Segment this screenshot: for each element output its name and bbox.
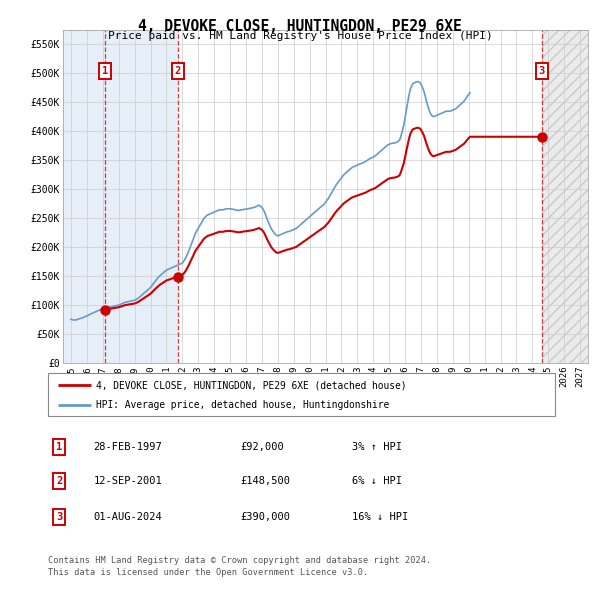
Text: This data is licensed under the Open Government Licence v3.0.: This data is licensed under the Open Gov… [48, 568, 368, 576]
Text: Price paid vs. HM Land Registry's House Price Index (HPI): Price paid vs. HM Land Registry's House … [107, 31, 493, 41]
Text: HPI: Average price, detached house, Huntingdonshire: HPI: Average price, detached house, Hunt… [96, 401, 389, 410]
Text: £390,000: £390,000 [241, 512, 290, 522]
Bar [63, 30, 178, 363]
FancyBboxPatch shape [48, 373, 555, 416]
Text: £92,000: £92,000 [241, 442, 284, 452]
Text: 1: 1 [56, 442, 62, 452]
Text: 16% ↓ HPI: 16% ↓ HPI [352, 512, 409, 522]
Text: 3% ↑ HPI: 3% ↑ HPI [352, 442, 402, 452]
Bar [542, 30, 588, 363]
Text: 2: 2 [56, 476, 62, 486]
Text: 01-AUG-2024: 01-AUG-2024 [94, 512, 163, 522]
Text: 3: 3 [538, 66, 545, 76]
Text: 1: 1 [102, 66, 109, 76]
Text: 4, DEVOKE CLOSE, HUNTINGDON, PE29 6XE: 4, DEVOKE CLOSE, HUNTINGDON, PE29 6XE [138, 19, 462, 34]
Text: 4, DEVOKE CLOSE, HUNTINGDON, PE29 6XE (detached house): 4, DEVOKE CLOSE, HUNTINGDON, PE29 6XE (d… [96, 381, 407, 391]
Text: 3: 3 [56, 512, 62, 522]
Text: 6% ↓ HPI: 6% ↓ HPI [352, 476, 402, 486]
Text: 28-FEB-1997: 28-FEB-1997 [94, 442, 163, 452]
Text: 2: 2 [175, 66, 181, 76]
Text: £148,500: £148,500 [241, 476, 290, 486]
Text: 12-SEP-2001: 12-SEP-2001 [94, 476, 163, 486]
Text: Contains HM Land Registry data © Crown copyright and database right 2024.: Contains HM Land Registry data © Crown c… [48, 556, 431, 565]
